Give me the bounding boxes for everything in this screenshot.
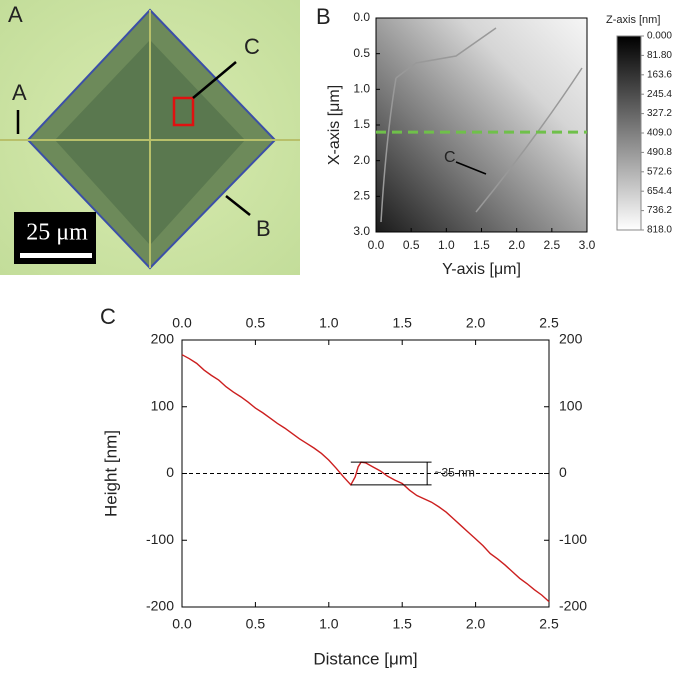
y-axis-label: Height [nm] bbox=[101, 430, 120, 517]
marker-label: B bbox=[256, 216, 271, 241]
y-tick-label: 1.0 bbox=[353, 82, 370, 96]
x-tick-label: 0.0 bbox=[368, 238, 385, 252]
colorbar-title: Z-axis [nm] bbox=[606, 14, 660, 26]
y-tick-label-right: 200 bbox=[559, 331, 583, 347]
panel-label: C bbox=[100, 304, 116, 329]
x-tick-label: 0.5 bbox=[246, 616, 266, 632]
marker-label: C bbox=[244, 34, 260, 59]
x-tick-label: 1.0 bbox=[319, 616, 339, 632]
scale-bar bbox=[20, 253, 92, 258]
afm-image bbox=[376, 18, 587, 232]
annotation: C bbox=[444, 149, 456, 166]
micrograph: 25 μm A A C B bbox=[0, 0, 300, 275]
colorbar-tick-label: 327.2 bbox=[647, 108, 672, 119]
colorbar-tick-label: 0.000 bbox=[647, 31, 672, 42]
colorbar-tick-label: 572.6 bbox=[647, 166, 672, 177]
annotation: ~35 nm bbox=[434, 466, 474, 480]
arrow bbox=[455, 161, 487, 175]
profile-line bbox=[181, 354, 550, 603]
x-tick-label: 2.0 bbox=[466, 616, 486, 632]
x-tick-label-top: 2.0 bbox=[466, 315, 486, 331]
x-tick-label-top: 0.0 bbox=[172, 315, 192, 331]
y-tick-label: 3.0 bbox=[353, 224, 370, 238]
x-tick-label-top: 1.0 bbox=[319, 315, 339, 331]
colorbar-tick-label: 81.80 bbox=[647, 50, 672, 61]
x-axis-label: Y-axis [μm] bbox=[442, 261, 521, 278]
y-axis-label: X-axis [μm] bbox=[326, 85, 343, 165]
colorbar-tick-label: 654.4 bbox=[647, 186, 672, 197]
colorbar-tick-label: 490.8 bbox=[647, 147, 672, 158]
y-tick-label-right: 100 bbox=[559, 397, 583, 413]
y-tick-label: 200 bbox=[151, 331, 175, 347]
y-tick-label-right: -100 bbox=[559, 531, 587, 547]
surface-feature bbox=[380, 27, 583, 223]
marker-label: A bbox=[12, 80, 27, 105]
region-box bbox=[172, 96, 195, 127]
y-tick-label-right: 0 bbox=[559, 464, 567, 480]
y-tick-label: 100 bbox=[151, 397, 175, 413]
panel-label: A bbox=[8, 2, 23, 27]
y-tick-label: -200 bbox=[146, 598, 174, 614]
arrow bbox=[225, 195, 251, 216]
y-tick-label: 0.5 bbox=[353, 46, 370, 60]
y-tick-label: -100 bbox=[146, 531, 174, 547]
x-tick-label: 0.5 bbox=[403, 238, 420, 252]
scale-bar-label: 25 μm bbox=[26, 220, 88, 246]
arrow bbox=[192, 61, 237, 99]
x-tick-label: 2.0 bbox=[508, 238, 525, 252]
x-tick-label-top: 1.5 bbox=[392, 315, 412, 331]
y-tick-label: 2.0 bbox=[353, 153, 370, 167]
colorbar-tick-label: 245.4 bbox=[647, 89, 672, 100]
panel-label: B bbox=[316, 4, 331, 29]
colorbar-tick-label: 163.6 bbox=[647, 69, 672, 80]
y-tick-label: 2.5 bbox=[353, 189, 370, 203]
x-tick-label: 1.0 bbox=[438, 238, 455, 252]
y-tick-label: 0 bbox=[166, 464, 174, 480]
x-tick-label: 3.0 bbox=[579, 238, 596, 252]
x-tick-label: 2.5 bbox=[543, 238, 560, 252]
y-tick-label: 1.5 bbox=[353, 117, 370, 131]
x-tick-label: 2.5 bbox=[539, 616, 559, 632]
y-tick-label-right: -200 bbox=[559, 598, 587, 614]
colorbar-tick-label: 818.0 bbox=[647, 225, 672, 236]
x-tick-label: 1.5 bbox=[392, 616, 412, 632]
x-tick-label-top: 2.5 bbox=[539, 315, 559, 331]
x-tick-label: 1.5 bbox=[473, 238, 490, 252]
y-tick-label: 0.0 bbox=[353, 10, 370, 24]
x-axis-label: Distance [μm] bbox=[313, 649, 417, 668]
x-tick-label: 0.0 bbox=[172, 616, 192, 632]
colorbar-tick-label: 409.0 bbox=[647, 128, 672, 139]
x-tick-label-top: 0.5 bbox=[246, 315, 266, 331]
colorbar bbox=[616, 35, 642, 231]
colorbar-tick-label: 736.2 bbox=[647, 205, 672, 216]
